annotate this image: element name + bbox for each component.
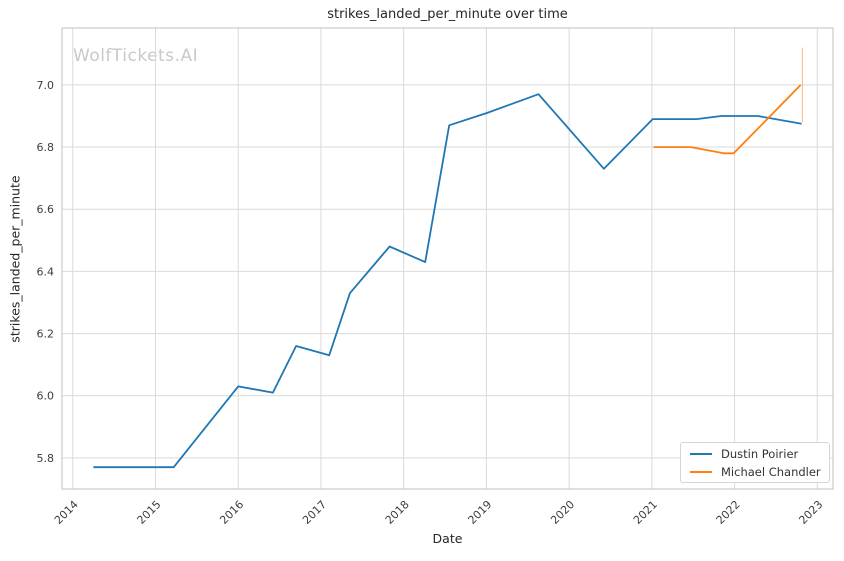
- y-tick-label: 7.0: [37, 79, 55, 92]
- x-tick-label: 2019: [466, 498, 495, 527]
- x-tick-label: 2016: [217, 498, 246, 527]
- legend-item-michael-chandler: Michael Chandler: [690, 464, 821, 479]
- y-tick-label: 6.6: [37, 203, 55, 216]
- y-tick-label: 5.8: [37, 452, 55, 465]
- plot-border: [61, 27, 834, 490]
- chart-title: strikes_landed_per_minute over time: [327, 7, 568, 22]
- x-tick-label: 2014: [52, 498, 81, 527]
- x-tick-label: 2018: [383, 498, 412, 527]
- x-tick-label: 2022: [714, 498, 743, 527]
- x-tick-label: 2023: [796, 498, 825, 527]
- legend: Dustin Poirier Michael Chandler: [680, 442, 830, 483]
- watermark: WolfTickets.AI: [73, 46, 199, 66]
- x-tick-label: 2017: [300, 498, 329, 527]
- legend-line-swatch-dustin-poirier: [690, 452, 712, 455]
- x-tick-label: 2020: [548, 498, 577, 527]
- y-tick-label: 6.8: [37, 141, 55, 154]
- legend-line-swatch-michael-chandler: [690, 470, 712, 473]
- x-axis-label: Date: [432, 531, 463, 546]
- legend-item-dustin-poirier: Dustin Poirier: [690, 447, 820, 461]
- y-axis-label: strikes_landed_per_minute: [7, 175, 23, 343]
- x-tick-label: 2015: [135, 498, 164, 527]
- y-tick-label: 6.4: [37, 265, 55, 278]
- legend-label-dustin-poirier: Dustin Poirier: [721, 446, 799, 461]
- legend-label-michael-chandler: Michael Chandler: [721, 464, 821, 479]
- y-tick-label: 6.0: [37, 390, 55, 403]
- series-line-dustin-poirier: [93, 93, 802, 469]
- y-tick-label: 6.2: [37, 328, 55, 341]
- series-line-michael-chandler: [653, 84, 802, 155]
- x-tick-label: 2021: [631, 498, 660, 527]
